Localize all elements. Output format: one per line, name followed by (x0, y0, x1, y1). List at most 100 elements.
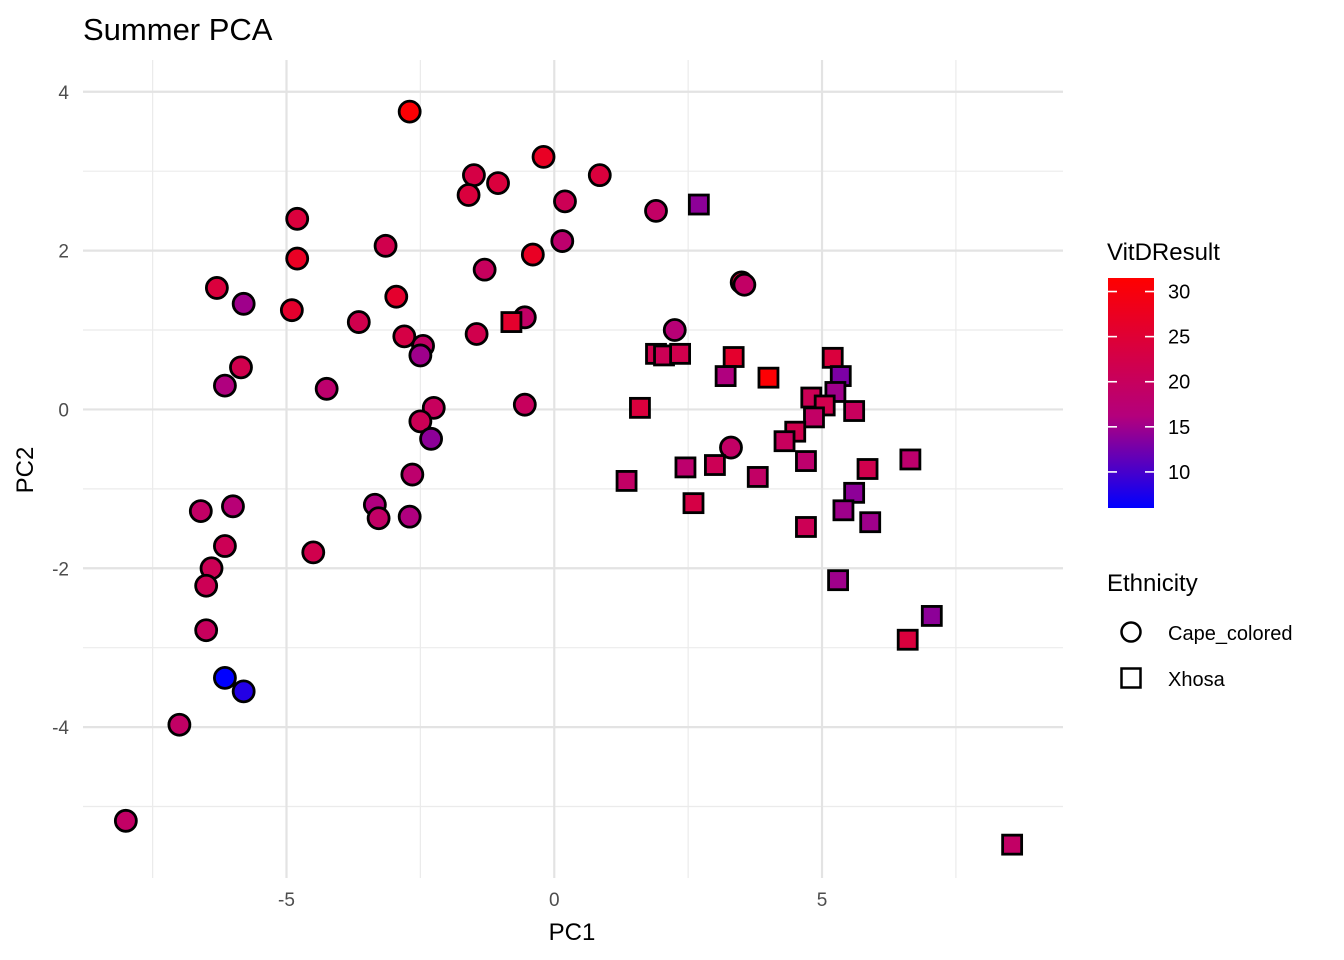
data-point-xhosa (832, 499, 855, 522)
shape-legend-label-xhosa: Xhosa (1168, 669, 1226, 691)
data-point-xhosa (714, 365, 737, 387)
shape-legend: Ethnicity Cape_colored Xhosa (1107, 570, 1293, 691)
data-point-xhosa (687, 193, 710, 216)
data-point-xhosa (674, 456, 697, 479)
data-point-cape-colored (285, 206, 310, 231)
data-point-cape-colored (213, 665, 237, 690)
data-point-cape-colored (486, 171, 510, 195)
data-point-xhosa (920, 605, 943, 627)
data-point-cape-colored (644, 198, 668, 223)
data-point-xhosa (821, 346, 844, 369)
y-tick-label: 2 (58, 242, 69, 263)
data-point-cape-colored (384, 284, 409, 309)
data-point-xhosa (896, 628, 919, 651)
data-point-xhosa (856, 458, 879, 480)
data-point-cape-colored (397, 504, 422, 529)
data-point-cape-colored (512, 392, 537, 417)
x-axis-ticks: -5 0 5 (278, 890, 827, 911)
x-axis-label: PC1 (549, 919, 596, 946)
data-point-xhosa (746, 466, 769, 488)
shape-legend-label-cape-colored: Cape_colored (1168, 623, 1293, 645)
data-point-cape-colored (314, 376, 339, 401)
data-point-cape-colored (550, 229, 575, 253)
shape-legend-circle-key (1120, 621, 1142, 643)
data-point-xhosa (803, 406, 825, 429)
colorbar-tick-label: 25 (1168, 327, 1190, 349)
data-point-xhosa (795, 516, 817, 538)
data-point-xhosa (682, 492, 705, 515)
data-point-cape-colored (732, 272, 757, 297)
data-point-cape-colored (167, 712, 192, 737)
colorbar-tick-label: 15 (1168, 417, 1190, 439)
data-point-xhosa (843, 400, 866, 422)
x-tick-label: -5 (278, 890, 295, 911)
data-point-cape-colored (719, 435, 743, 460)
shape-legend-square-key (1120, 667, 1142, 689)
y-axis-label: PC2 (12, 447, 39, 494)
data-point-cape-colored (213, 373, 237, 398)
data-point-xhosa (669, 342, 692, 365)
colorbar-tick-label: 30 (1168, 282, 1190, 304)
data-point-cape-colored (188, 499, 213, 523)
data-point-cape-colored (408, 343, 433, 368)
data-point-xhosa (773, 430, 796, 453)
data-point-cape-colored (301, 540, 326, 565)
y-tick-label: -2 (52, 559, 69, 580)
data-point-cape-colored (587, 163, 612, 188)
data-point-cape-colored (194, 573, 219, 598)
color-legend-gradient-bar (1108, 278, 1154, 508)
data-point-cape-colored (231, 291, 256, 316)
data-point-cape-colored (285, 246, 310, 271)
data-point-cape-colored (392, 324, 417, 349)
data-point-xhosa (629, 396, 651, 419)
data-point-cape-colored (366, 506, 391, 531)
y-tick-label: -4 (52, 718, 69, 739)
y-tick-label: 0 (58, 400, 69, 421)
data-point-cape-colored (553, 189, 577, 214)
data-point-xhosa (500, 311, 523, 333)
data-point-cape-colored (397, 99, 422, 124)
data-point-cape-colored (531, 144, 556, 169)
data-point-xhosa (899, 448, 922, 471)
data-point-cape-colored (408, 409, 433, 434)
data-point-xhosa (795, 450, 817, 472)
data-point-cape-colored (373, 233, 398, 258)
data-point-xhosa (615, 470, 638, 492)
color-legend: VitDResult 10 15 20 25 30 (1107, 239, 1220, 508)
data-point-cape-colored (464, 322, 489, 346)
data-point-xhosa (827, 569, 849, 592)
data-points (113, 99, 1024, 856)
data-point-cape-colored (662, 318, 687, 342)
color-legend-title: VitDResult (1107, 239, 1220, 266)
data-point-cape-colored (346, 310, 371, 334)
data-point-xhosa (859, 511, 882, 534)
data-point-cape-colored (231, 679, 256, 704)
data-point-cape-colored (113, 808, 138, 833)
chart-title: Summer PCA (83, 12, 273, 47)
color-legend-ticks: 10 15 20 25 30 (1108, 282, 1190, 484)
data-point-cape-colored (194, 618, 219, 643)
data-point-cape-colored (221, 494, 245, 519)
data-point-xhosa (757, 366, 780, 389)
data-point-cape-colored (279, 298, 304, 323)
data-point-cape-colored (419, 426, 443, 451)
data-point-cape-colored (204, 276, 229, 300)
data-point-cape-colored (400, 462, 425, 487)
data-point-xhosa (722, 346, 745, 368)
colorbar-tick-label: 10 (1168, 462, 1190, 484)
data-point-xhosa (704, 454, 726, 476)
shape-legend-title: Ethnicity (1107, 570, 1198, 597)
data-point-cape-colored (456, 183, 481, 207)
y-tick-label: 4 (58, 83, 69, 104)
data-point-cape-colored (520, 242, 545, 267)
data-point-cape-colored (472, 257, 497, 282)
data-point-cape-colored (462, 163, 486, 188)
data-point-cape-colored (229, 355, 253, 380)
data-point-xhosa (1001, 833, 1024, 856)
x-tick-label: 5 (817, 890, 828, 911)
y-axis-ticks: -4 -2 0 2 4 (52, 83, 69, 739)
colorbar-tick-label: 20 (1168, 372, 1190, 394)
x-tick-label: 0 (549, 890, 560, 911)
data-point-cape-colored (213, 534, 237, 558)
